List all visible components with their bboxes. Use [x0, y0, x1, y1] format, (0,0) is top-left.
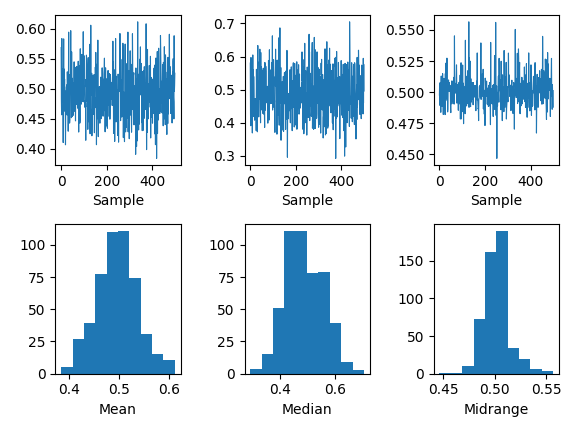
Bar: [164, 359, 175, 374]
Bar: [73, 339, 84, 374]
X-axis label: Sample: Sample: [92, 194, 144, 209]
Bar: [130, 278, 141, 374]
Bar: [507, 348, 519, 374]
Bar: [61, 367, 73, 374]
Bar: [353, 370, 364, 374]
Bar: [451, 373, 462, 374]
Bar: [251, 368, 262, 374]
Bar: [497, 231, 507, 374]
Bar: [84, 324, 95, 374]
Bar: [141, 334, 152, 374]
Bar: [152, 354, 164, 374]
Bar: [307, 273, 319, 374]
X-axis label: Sample: Sample: [470, 194, 522, 209]
Bar: [273, 308, 285, 374]
Bar: [262, 354, 273, 374]
X-axis label: Midrange: Midrange: [464, 403, 529, 417]
Bar: [462, 366, 473, 374]
Bar: [319, 272, 330, 374]
X-axis label: Mean: Mean: [99, 403, 137, 417]
Bar: [439, 373, 451, 374]
Bar: [341, 362, 353, 374]
X-axis label: Sample: Sample: [281, 194, 333, 209]
Bar: [485, 252, 497, 374]
Bar: [330, 324, 341, 374]
Bar: [541, 372, 553, 374]
Bar: [107, 232, 118, 374]
Bar: [519, 359, 530, 374]
Bar: [95, 274, 107, 374]
Bar: [295, 231, 307, 374]
Bar: [285, 231, 295, 374]
Bar: [530, 369, 541, 374]
Bar: [118, 231, 130, 374]
X-axis label: Median: Median: [282, 403, 332, 417]
Bar: [473, 319, 485, 374]
